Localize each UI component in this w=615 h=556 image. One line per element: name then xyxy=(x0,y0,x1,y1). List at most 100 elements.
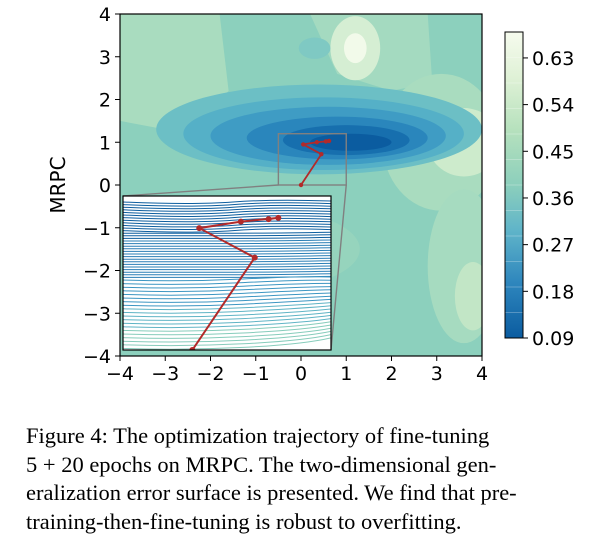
x-tick-label: −4 xyxy=(106,363,134,385)
inset-contour-line xyxy=(123,210,331,215)
inset-contour-line xyxy=(123,292,331,300)
y-tick-label: 0 xyxy=(99,175,111,197)
x-tick-label: 3 xyxy=(431,363,443,385)
y-tick-label: −2 xyxy=(83,261,111,283)
figure-canvas: −4 −3 −2 −1 0 1 2 3 4 4 3 2 1 0 −1 −2 −3 −4 MRPC 0.63 0.5… xyxy=(46,4,574,385)
x-tick-label: 4 xyxy=(476,363,488,385)
inset-contour-line xyxy=(123,236,331,239)
inset-trajectory-point xyxy=(265,216,272,223)
inset-contour-line xyxy=(123,282,331,289)
caption-line-1: Figure 4: The optimization trajectory of… xyxy=(26,423,490,448)
zoom-indicator xyxy=(122,132,347,351)
inset-contour-line xyxy=(123,327,331,339)
surface-region xyxy=(310,133,392,151)
inset-contour-line xyxy=(123,202,331,207)
surface-region xyxy=(454,261,482,331)
y-tick-label: −4 xyxy=(83,346,111,368)
inset-contour-line xyxy=(123,234,331,237)
inset-contour-line xyxy=(123,311,331,321)
inset-contour-line xyxy=(123,270,331,273)
inset-contour-line xyxy=(123,247,331,250)
caption-line-4: training-then-fine-tuning is robust to o… xyxy=(26,508,462,534)
caption-line-3: eralization error surface is presented. … xyxy=(26,480,517,505)
x-tick-label: 0 xyxy=(295,363,307,385)
figure-caption: Figure 4: The optimization trajectory of… xyxy=(26,422,604,536)
error-surface xyxy=(120,14,482,356)
x-tick-label: 1 xyxy=(340,363,352,385)
y-axis-ticks: 4 3 2 1 0 −1 −2 −3 −4 xyxy=(83,4,120,368)
colorbar: 0.63 0.54 0.45 0.36 0.27 0.18 0.09 xyxy=(504,31,574,350)
inset-contour-line xyxy=(123,204,331,210)
colorbar-tick-label: 0.27 xyxy=(532,235,574,257)
inset-contour-line xyxy=(123,276,331,282)
inset-contour-line xyxy=(123,324,331,336)
inset-contour-line xyxy=(123,273,331,276)
x-axis-ticks: −4 −3 −2 −1 0 1 2 3 4 xyxy=(106,356,488,385)
inset-contour-line xyxy=(123,212,331,217)
colorbar-tick-label: 0.45 xyxy=(532,141,574,163)
caption-line-2: 5 + 20 epochs on MRPC. The two-dimension… xyxy=(26,451,497,477)
inset-contour-line xyxy=(123,295,331,303)
colorbar-tick-label: 0.63 xyxy=(532,48,574,70)
inset-contour-line xyxy=(123,337,331,350)
inset-contour-line xyxy=(123,257,331,260)
inset-contour-line xyxy=(123,228,331,233)
inset-contour-line xyxy=(123,321,331,332)
inset-contour-line xyxy=(123,239,331,242)
inset-zoom-panel xyxy=(122,195,332,351)
trajectory-point xyxy=(298,182,304,188)
colorbar-tick-label: 0.18 xyxy=(532,281,574,303)
inset-contour-line xyxy=(123,262,331,265)
inset-trajectory-point xyxy=(189,347,196,350)
x-tick-label: −2 xyxy=(196,363,224,385)
y-tick-label: −1 xyxy=(83,218,111,240)
inset-contour-line xyxy=(123,279,331,285)
y-tick-label: −3 xyxy=(83,303,111,325)
inset-trajectory-point xyxy=(196,225,203,232)
colorbar-tick-label: 0.09 xyxy=(532,328,574,350)
inset-contour-line xyxy=(123,268,331,271)
trajectory-point xyxy=(323,139,329,144)
inset-contour-line xyxy=(123,265,331,268)
inset-contour-line xyxy=(123,217,331,223)
inset-contour-line xyxy=(123,199,331,204)
y-tick-label: 4 xyxy=(99,4,111,26)
y-tick-label: 2 xyxy=(99,90,111,112)
main-trajectory xyxy=(298,138,332,188)
surface-region xyxy=(298,37,331,59)
inset-contour-line xyxy=(123,231,331,234)
inset-contour-line xyxy=(123,225,331,230)
inset-contour-line xyxy=(123,260,331,263)
inset-contour-line xyxy=(123,308,331,318)
inset-contour-line xyxy=(123,289,331,296)
inset-trajectory-point xyxy=(251,254,258,261)
inset-contour-line xyxy=(123,249,331,252)
trajectory-point xyxy=(314,140,320,145)
x-tick-label: −1 xyxy=(242,363,270,385)
inset-contour-line xyxy=(123,215,331,220)
colorbar-tick-label: 0.36 xyxy=(532,188,574,210)
inset-contour-line xyxy=(123,318,331,329)
inset-contour-line xyxy=(123,252,331,255)
inset-contour-line xyxy=(123,334,331,347)
trajectory-point xyxy=(301,142,306,147)
trajectory-point xyxy=(319,152,324,157)
inset-trajectory-point xyxy=(275,214,282,221)
x-tick-label: −3 xyxy=(151,363,179,385)
inset-contour-line xyxy=(123,305,331,314)
inset-contour-line xyxy=(123,314,331,325)
inset-contour-line xyxy=(123,330,331,343)
y-tick-label: 3 xyxy=(99,47,111,69)
y-axis-label: MRPC xyxy=(46,156,70,213)
x-tick-label: 2 xyxy=(385,363,397,385)
inset-contour-line xyxy=(123,242,331,245)
inset-contour-line xyxy=(123,207,331,212)
inset-contour-line xyxy=(123,302,331,311)
inset-contour-line xyxy=(123,286,331,293)
y-tick-label: 1 xyxy=(99,132,111,154)
inset-trajectory-point xyxy=(237,218,244,225)
inset-contour-line xyxy=(123,255,331,258)
surface-region xyxy=(343,33,367,64)
colorbar-tick-label: 0.54 xyxy=(532,95,574,117)
inset-contour-line xyxy=(123,298,331,307)
